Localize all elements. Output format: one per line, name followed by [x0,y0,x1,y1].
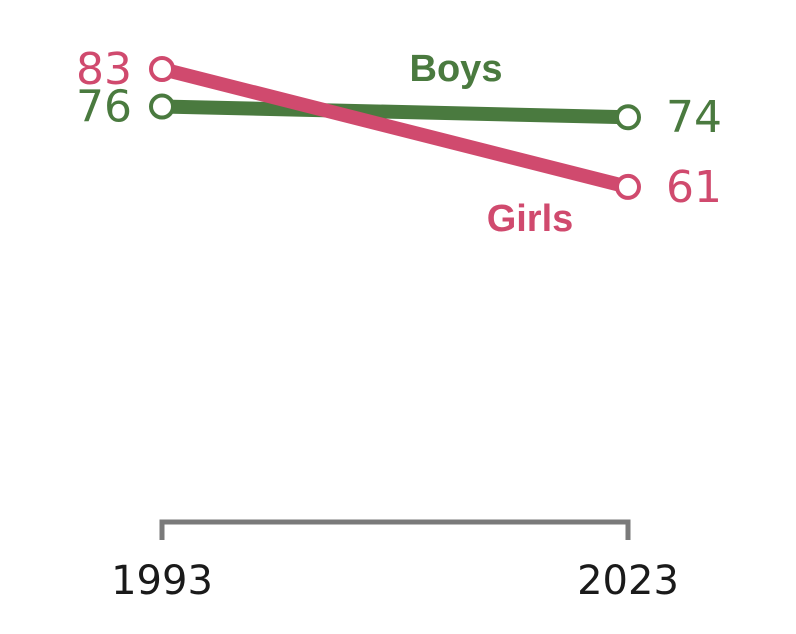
boys-series-label: Boys [410,48,503,90]
girls-series-label: Girls [487,198,574,240]
x-axis: 1993 2023 [111,519,679,604]
girls-value-label-1993: 83 [76,44,132,95]
girls-point-2023 [615,173,641,200]
series-layer: 76 74 83 61 Boys Girls [76,44,722,240]
girls-value-label-2023: 61 [666,162,722,213]
x-tick-label-1993: 1993 [111,558,213,604]
boys-value-label-2023: 74 [666,92,722,143]
x-tick-label-2023: 2023 [577,558,679,604]
boys-point-1993 [149,93,175,120]
boys-point-2023 [615,104,641,131]
girls-point-1993 [149,56,175,82]
boys-line [155,99,635,125]
girls-line [155,62,635,194]
boys-value-label-1993: 76 [76,82,132,133]
x-axis-bracket [159,519,631,540]
